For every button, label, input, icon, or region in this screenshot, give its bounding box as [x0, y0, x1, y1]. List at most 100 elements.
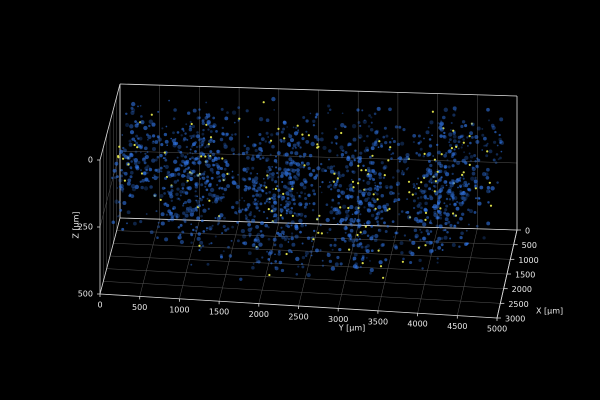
point — [181, 204, 185, 207]
point — [471, 167, 476, 172]
point — [418, 202, 422, 206]
point — [195, 225, 198, 229]
point — [444, 217, 449, 222]
point — [341, 149, 345, 152]
point — [231, 225, 234, 229]
point — [196, 195, 199, 198]
point — [201, 132, 205, 136]
point — [179, 194, 182, 197]
point — [440, 237, 444, 240]
point — [453, 195, 458, 201]
highlight-point — [377, 249, 380, 252]
point — [151, 176, 154, 179]
point — [301, 265, 305, 269]
point — [465, 242, 469, 246]
highlight-point — [452, 129, 455, 132]
y-tick-label: 4500 — [447, 322, 467, 331]
point — [129, 175, 133, 179]
point — [265, 131, 269, 135]
point — [165, 125, 168, 128]
point — [272, 196, 276, 201]
point — [214, 197, 218, 201]
point — [340, 198, 343, 201]
point — [325, 203, 329, 207]
point — [206, 197, 209, 200]
point — [230, 133, 234, 137]
point — [412, 206, 416, 210]
point — [181, 159, 185, 164]
point — [377, 146, 380, 149]
highlight-point — [285, 252, 288, 256]
point — [259, 184, 263, 187]
point — [362, 179, 365, 182]
point — [306, 161, 310, 166]
point — [242, 167, 247, 172]
point — [351, 154, 355, 158]
point — [245, 217, 248, 221]
point — [402, 257, 405, 261]
highlight-point — [262, 101, 265, 104]
point — [455, 206, 460, 211]
point — [179, 240, 184, 245]
point — [453, 148, 456, 151]
point — [246, 218, 251, 223]
point — [433, 206, 438, 211]
point — [168, 171, 171, 173]
point — [433, 185, 435, 187]
point — [319, 249, 322, 252]
point — [156, 168, 161, 173]
point — [429, 196, 434, 201]
point — [319, 224, 322, 227]
highlight-point — [267, 208, 270, 211]
point — [374, 140, 378, 144]
point — [447, 149, 452, 154]
point — [399, 157, 404, 161]
point — [498, 137, 502, 142]
point — [366, 220, 371, 225]
point — [244, 208, 248, 212]
point — [195, 157, 199, 161]
point — [391, 137, 394, 140]
point — [460, 124, 464, 129]
point — [222, 224, 226, 229]
point — [284, 235, 289, 240]
point — [188, 208, 193, 213]
point — [377, 205, 382, 210]
point — [316, 166, 321, 171]
point — [202, 137, 206, 140]
point — [471, 171, 476, 176]
point — [329, 167, 332, 170]
point — [412, 182, 416, 186]
point — [296, 191, 299, 194]
point — [492, 158, 496, 162]
point — [258, 142, 262, 145]
point — [381, 217, 384, 220]
point — [315, 248, 319, 253]
point — [417, 134, 421, 138]
highlight-point — [279, 214, 282, 217]
highlight-point — [489, 204, 493, 207]
point — [456, 160, 461, 165]
point — [215, 170, 220, 175]
point — [231, 180, 237, 185]
point — [256, 190, 259, 193]
point — [425, 229, 429, 233]
point — [375, 138, 380, 142]
point — [423, 207, 428, 212]
point — [165, 203, 170, 208]
point — [201, 176, 204, 179]
point — [251, 266, 255, 270]
point — [219, 213, 224, 218]
highlight-point — [379, 265, 383, 268]
point — [129, 124, 134, 129]
highlight-point — [221, 157, 224, 160]
point — [374, 191, 377, 194]
point — [206, 262, 210, 266]
point — [474, 184, 477, 187]
point — [288, 162, 294, 167]
highlight-point — [424, 218, 427, 221]
point — [284, 171, 289, 176]
point — [373, 199, 377, 204]
point — [352, 137, 357, 142]
point — [194, 194, 198, 198]
